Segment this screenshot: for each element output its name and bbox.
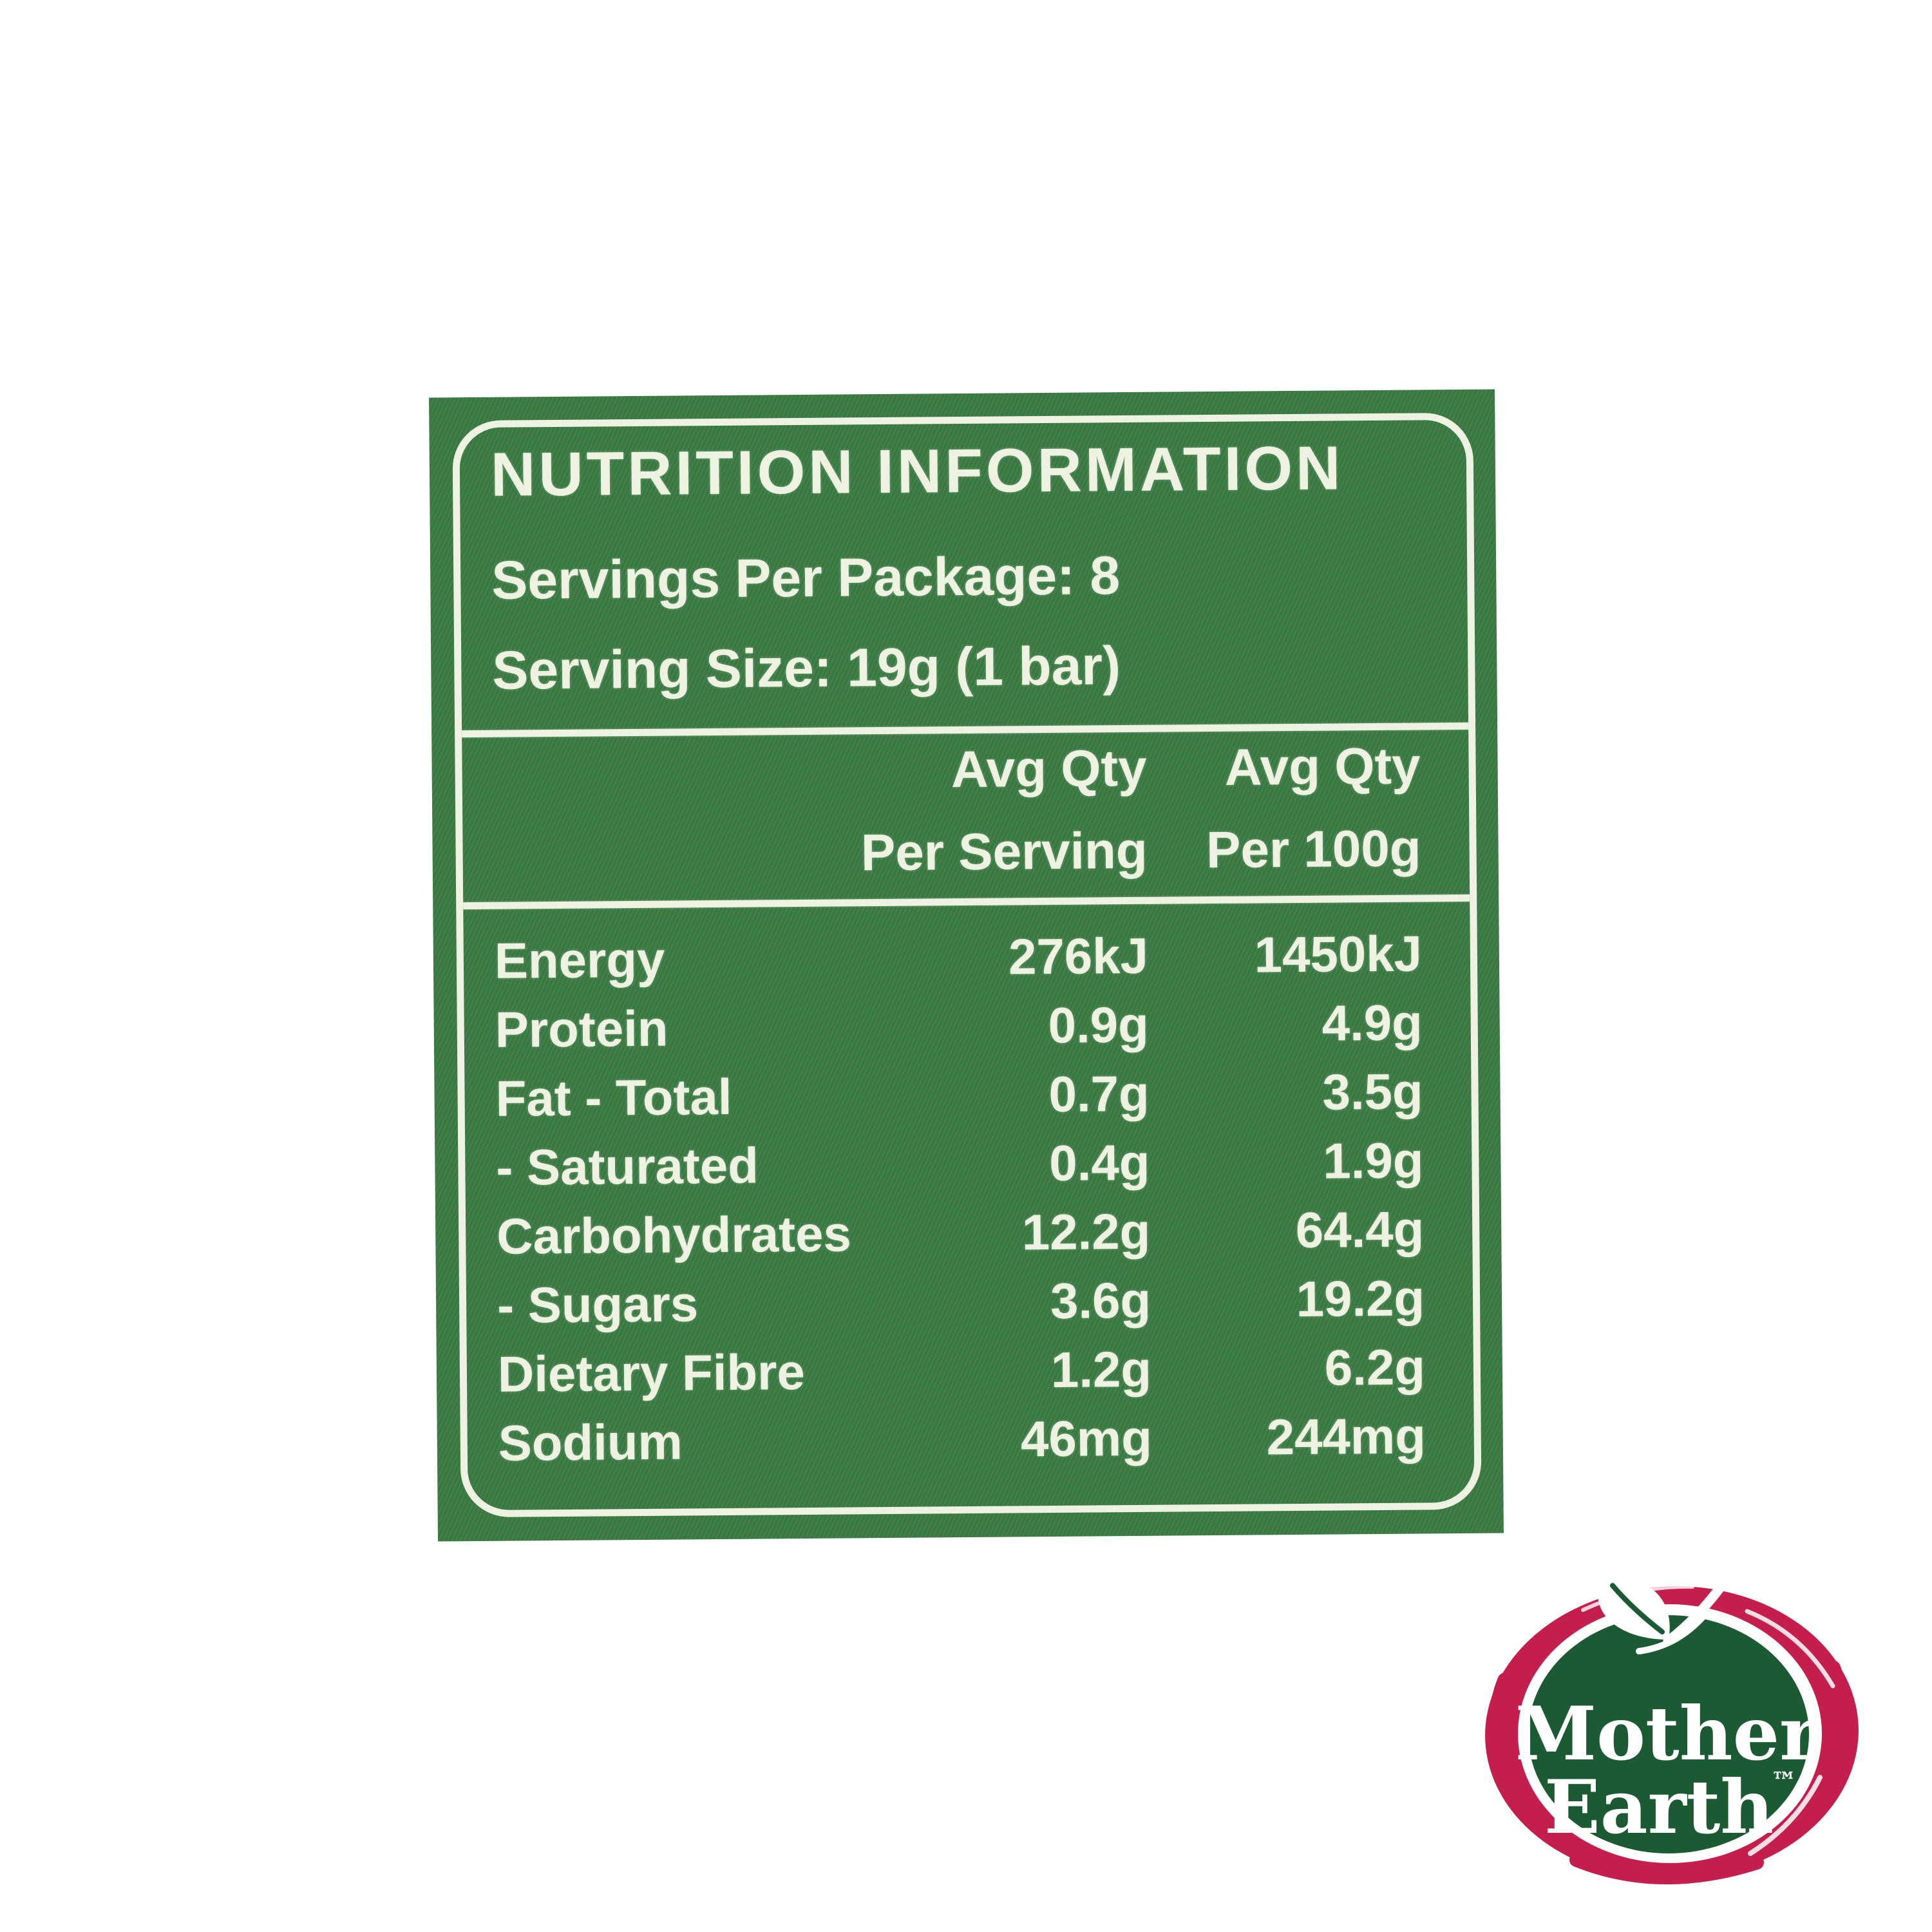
value-per-serving: 0.9g: [1048, 996, 1150, 1054]
nutrition-panel: NUTRITION INFORMATION Servings Per Packa…: [429, 389, 1504, 1542]
nutrient-label: Dietary Fibre: [497, 1343, 806, 1403]
column-header-line: Per Serving: [860, 821, 1148, 882]
nutrient-label: Energy: [494, 931, 665, 989]
column-header-line: Avg Qty: [1224, 737, 1421, 796]
trademark-symbol: ™: [1771, 1766, 1797, 1797]
value-per-serving: 0.7g: [1048, 1065, 1150, 1122]
column-header-line: Avg Qty: [951, 739, 1147, 799]
table-row: Sodium 46mg 244mg: [437, 1401, 1503, 1478]
value-per-serving: 46mg: [1020, 1409, 1153, 1468]
table-row: Fat - Total 0.7g 3.5g: [434, 1056, 1501, 1133]
serving-size: Serving Size: 19g (1 bar): [492, 635, 1121, 701]
nutrient-label: Carbohydrates: [496, 1205, 852, 1265]
value-per-100g: 3.5g: [1322, 1063, 1423, 1121]
value-per-100g: 1.9g: [1322, 1132, 1424, 1189]
leaf-icon: [1598, 1574, 1732, 1654]
value-per-serving: 1.2g: [1050, 1340, 1152, 1398]
logo-green-oval: [1528, 1615, 1809, 1853]
value-per-100g: 1450kJ: [1254, 925, 1423, 983]
nutrient-label: Protein: [495, 999, 668, 1058]
value-per-100g: 19.2g: [1296, 1269, 1425, 1327]
table-row: Protein 0.9g 4.9g: [433, 987, 1500, 1065]
table-row: - Saturated 0.4g 1.9g: [435, 1125, 1501, 1202]
nutrient-label: - Sugars: [497, 1275, 699, 1334]
column-header-line: Per 100g: [1206, 819, 1421, 879]
value-per-serving: 0.4g: [1048, 1133, 1150, 1191]
logo-brand-text: Mother Earth ™: [1515, 1690, 1819, 1850]
value-per-serving: 3.6g: [1050, 1271, 1151, 1329]
servings-per-package: Servings Per Package: 8: [491, 545, 1121, 611]
value-per-100g: 64.4g: [1295, 1200, 1425, 1258]
mother-earth-logo: Mother Earth ™: [1480, 1571, 1866, 1893]
value-per-100g: 244mg: [1266, 1407, 1426, 1466]
value-per-100g: 6.2g: [1324, 1338, 1426, 1396]
value-per-serving: 276kJ: [1008, 927, 1149, 985]
table-row: Energy 276kJ 1450kJ: [433, 919, 1500, 996]
value-per-100g: 4.9g: [1321, 994, 1423, 1052]
column-header-per-100g: Avg Qty Per 100g: [1206, 724, 1422, 891]
table-row: Carbohydrates 12.2g 64.4g: [435, 1194, 1502, 1271]
table-row: Dietary Fibre 1.2g 6.2g: [437, 1332, 1503, 1409]
brand-word-mother: Mother: [1515, 1690, 1819, 1777]
panel-title: NUTRITION INFORMATION: [490, 433, 1344, 509]
nutrient-label: - Saturated: [496, 1137, 759, 1196]
table-row: - Sugars 3.6g 19.2g: [436, 1263, 1502, 1340]
brand-word-earth: Earth: [1544, 1764, 1774, 1850]
nutrient-label: Sodium: [498, 1413, 683, 1472]
column-header-per-serving: Avg Qty Per Serving: [860, 727, 1148, 894]
brand-logo-graphic: Mother Earth ™: [1485, 1574, 1859, 1884]
nutrient-label: Fat - Total: [495, 1068, 732, 1127]
value-per-serving: 12.2g: [1021, 1202, 1151, 1261]
nutrient-table: Energy 276kJ 1450kJ Protein 0.9g 4.9g Fa…: [433, 919, 1504, 1479]
